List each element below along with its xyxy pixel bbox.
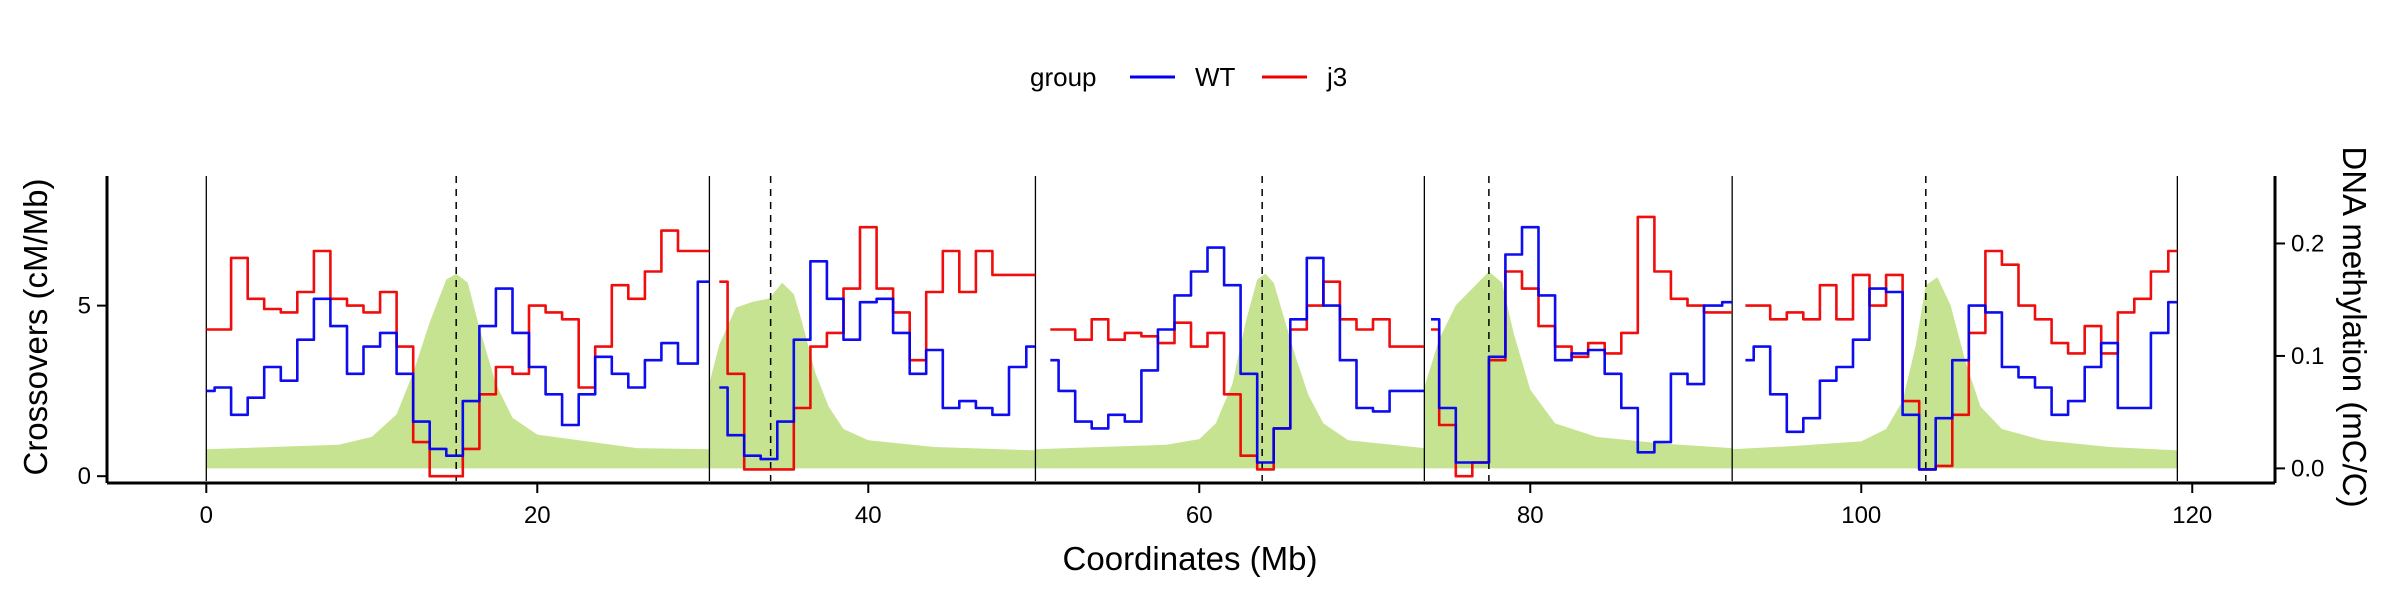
y2-tick-label-0: 0.0 xyxy=(2291,455,2324,482)
x-axis-ticks: 0 20 40 60 80 100 120 xyxy=(200,484,2212,529)
series-j3-line-chr-3 xyxy=(1050,280,1425,471)
x-tick-label-100: 100 xyxy=(1841,502,1881,529)
series-wt-line-chr-1 xyxy=(206,280,710,457)
methylation-area-segment-1 xyxy=(206,273,710,469)
series-wt-line-chr-2 xyxy=(719,260,1036,461)
y2-tick-label-0.2: 0.2 xyxy=(2291,230,2324,257)
x-tick-label-60: 60 xyxy=(1186,502,1213,529)
y-tick-label-5: 5 xyxy=(78,293,91,320)
methylation-area-segment-3 xyxy=(1035,273,1425,469)
legend-title: group xyxy=(1030,62,1097,92)
methylation-area-segment-4 xyxy=(1424,271,1733,469)
series-j3-line-chr-5 xyxy=(1745,249,2178,471)
legend-label-j3: j3 xyxy=(1326,62,1347,92)
y-axis-right: 0.0 0.1 0.2 DNA methylation (mC/C) xyxy=(2273,146,2373,508)
x-tick-label-0: 0 xyxy=(200,502,213,529)
x-axis: 0 20 40 60 80 100 120 Coordinates (Mb) xyxy=(107,481,2275,577)
chromosome-boundaries xyxy=(205,176,2179,481)
legend-label-wt: WT xyxy=(1195,62,1236,92)
x-tick-label-80: 80 xyxy=(1517,502,1544,529)
methylation-area-segment-2 xyxy=(709,282,1036,469)
legend: group WT j3 xyxy=(1030,62,1347,92)
series-wt-line-chr-4 xyxy=(1431,225,1733,464)
series-j3-line-chr-1 xyxy=(206,229,710,478)
y2-tick-label-0.1: 0.1 xyxy=(2291,343,2324,370)
x-tick-label-40: 40 xyxy=(855,502,882,529)
series-j3-line-chr-2 xyxy=(719,225,1036,471)
y-axis-left-title: Crossovers (cM/Mb) xyxy=(17,178,54,475)
y-tick-label-0: 0 xyxy=(78,463,91,490)
x-tick-label-20: 20 xyxy=(524,502,551,529)
methylation-area xyxy=(206,271,2178,469)
methylation-area-segment-5 xyxy=(1732,277,2178,469)
series-lines xyxy=(206,215,2178,478)
x-axis-title: Coordinates (Mb) xyxy=(1063,540,1318,577)
y-axis-left-ticks: 05 xyxy=(78,293,106,490)
y-axis-left: 05 Crossovers (cM/Mb) xyxy=(17,176,109,490)
x-tick-label-120: 120 xyxy=(2172,502,2212,529)
series-wt-line-chr-5 xyxy=(1745,287,2178,471)
y-axis-right-ticks: 0.0 0.1 0.2 xyxy=(2276,230,2324,482)
series-wt-line-chr-3 xyxy=(1050,246,1425,464)
y-axis-right-title: DNA methylation (mC/C) xyxy=(2336,146,2373,507)
